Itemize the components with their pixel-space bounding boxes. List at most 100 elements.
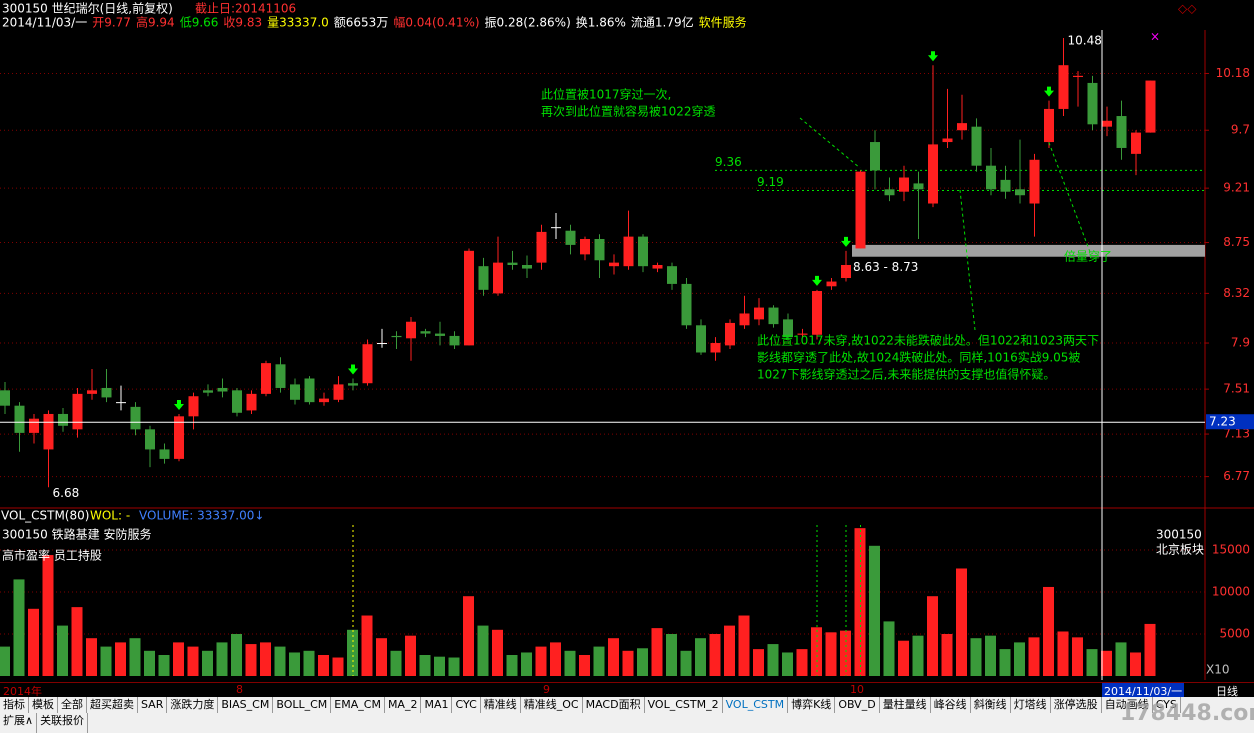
volume-bar (985, 635, 996, 676)
candle-body (942, 138, 953, 143)
volume-bar (651, 628, 663, 676)
tab[interactable]: BIAS_CM (218, 697, 274, 713)
candle-body (101, 387, 112, 398)
tab[interactable]: 峰谷线 (931, 697, 971, 713)
tab[interactable]: CYS (1153, 697, 1181, 713)
quote-item: 2014/11/03/一 (2, 16, 87, 30)
tab[interactable]: 模板 (29, 697, 58, 713)
tab[interactable]: 涨停选股 (1051, 697, 1102, 713)
y-tick-label: 7.13 (1223, 427, 1250, 441)
tab[interactable]: 指标 (0, 697, 29, 713)
vol-name: VOL_CSTM(80) (1, 509, 89, 523)
annotation-arrow (1047, 139, 1091, 253)
marker-x: × (1150, 30, 1160, 44)
tab[interactable]: MACD面积 (583, 697, 645, 713)
volume-bar (840, 630, 851, 676)
volume-bar (1014, 642, 1025, 676)
candle-body (1131, 132, 1141, 154)
tab[interactable]: CYC (452, 697, 481, 713)
tab[interactable]: 博弈K线 (788, 697, 836, 713)
annotation: 影线都穿透了此处,故1024跌破此处。同样,1016实战9.05被 (757, 350, 1080, 365)
candle-body (0, 390, 10, 406)
tab[interactable]: 涨跌力度 (167, 697, 219, 713)
volume-bar (100, 646, 112, 676)
vol-tick-label: 10000 (1212, 585, 1250, 599)
volume-bar (289, 652, 300, 676)
candle-body (406, 321, 416, 339)
candle-body (783, 319, 793, 338)
tab[interactable]: 精准线 (481, 697, 521, 713)
volume-bar (956, 568, 967, 676)
annotation-arrow (799, 117, 861, 169)
tab[interactable]: VOL_CSTM (723, 697, 789, 713)
candle-body (580, 238, 590, 255)
volume-bar (1057, 631, 1069, 676)
signal-arrow (174, 399, 184, 410)
tab[interactable]: MA_2 (385, 697, 422, 713)
volume-bar (303, 650, 315, 676)
y-tick-label: 10.18 (1216, 66, 1250, 80)
candle-body (594, 238, 605, 261)
tab[interactable]: SAR (138, 697, 168, 713)
annotation: 再次到此位置就容易被1022穿透 (541, 104, 716, 119)
tab[interactable]: 量柱量线 (880, 697, 931, 713)
tab[interactable]: 全部 (58, 697, 87, 713)
x-label: 8 (236, 683, 243, 696)
candle-body (1145, 80, 1156, 133)
tab[interactable]: MA1 (421, 697, 453, 713)
candle-body (174, 416, 184, 459)
tab[interactable]: 斜衡线 (971, 697, 1011, 713)
candle-body (696, 325, 706, 353)
tab[interactable]: BOLL_CM (273, 697, 332, 713)
quote-item: 高9.94 (136, 15, 175, 30)
candle-body (420, 331, 431, 334)
vol-scale: X10 (1206, 663, 1230, 677)
candle-body (391, 335, 402, 338)
volume-bar (608, 638, 619, 676)
tab[interactable]: OBV_D (835, 697, 880, 713)
candle-body (725, 322, 735, 346)
tab[interactable]: 精准线_OC (521, 697, 583, 713)
candle-body (14, 405, 25, 433)
volume-bar (347, 629, 358, 676)
volume-bar (550, 642, 561, 676)
vol-value: VOLUME: 33337.00↓ (139, 509, 264, 523)
volume-bar (927, 596, 938, 676)
tab[interactable]: 扩展∧ (0, 713, 38, 733)
tab[interactable]: 灯塔线 (1011, 697, 1051, 713)
vol-right: 北京板块 (1156, 543, 1204, 557)
volume-bar (1043, 586, 1054, 676)
tab[interactable]: 关联报价 (37, 713, 89, 733)
watermark: 178448.com (1120, 701, 1254, 726)
candle-body (928, 144, 938, 204)
indicator-tabs: 指标 模板 全部 超买超卖 SAR 涨跌力度 BIAS_CM BOLL_CM EMA_CM MA_… (0, 697, 1254, 713)
tab[interactable]: EMA_CM (331, 697, 385, 713)
volume-bar (782, 652, 793, 676)
tab[interactable]: VOL_CSTM_2 (645, 697, 723, 713)
candle-body (1044, 108, 1054, 143)
annotation: 此位置1017未穿,故1022未能跌破此处。但1022和1023两天下 (757, 333, 1099, 348)
signal-arrow (928, 51, 938, 62)
support-band (852, 244, 1205, 257)
vol-tick-label: 15000 (1212, 543, 1250, 557)
quote-item: 软件服务 (699, 15, 747, 30)
candle-body (449, 335, 460, 346)
candle-body (754, 307, 764, 320)
volume-bar (129, 638, 141, 676)
volume-bar (593, 646, 605, 676)
vol-right: 300150 (1156, 528, 1202, 542)
volume-bar (898, 640, 909, 676)
quote-item: 换1.86% (576, 16, 626, 30)
time-axis: 2014年 8 9 10 2014/11/03/一 日线 (0, 682, 1254, 699)
volume-bar (680, 650, 692, 676)
candle-body (986, 165, 996, 190)
volume-bar (1144, 623, 1156, 676)
candle-body (1073, 75, 1083, 78)
tab[interactable]: 自动画线 (1102, 697, 1153, 713)
volume-bar (883, 621, 895, 676)
candle-body (623, 236, 634, 267)
quote-item: 收9.83 (223, 16, 262, 30)
tab[interactable]: 超买超卖 (87, 697, 138, 713)
candle-body (812, 291, 822, 335)
candle-body (1000, 179, 1011, 192)
